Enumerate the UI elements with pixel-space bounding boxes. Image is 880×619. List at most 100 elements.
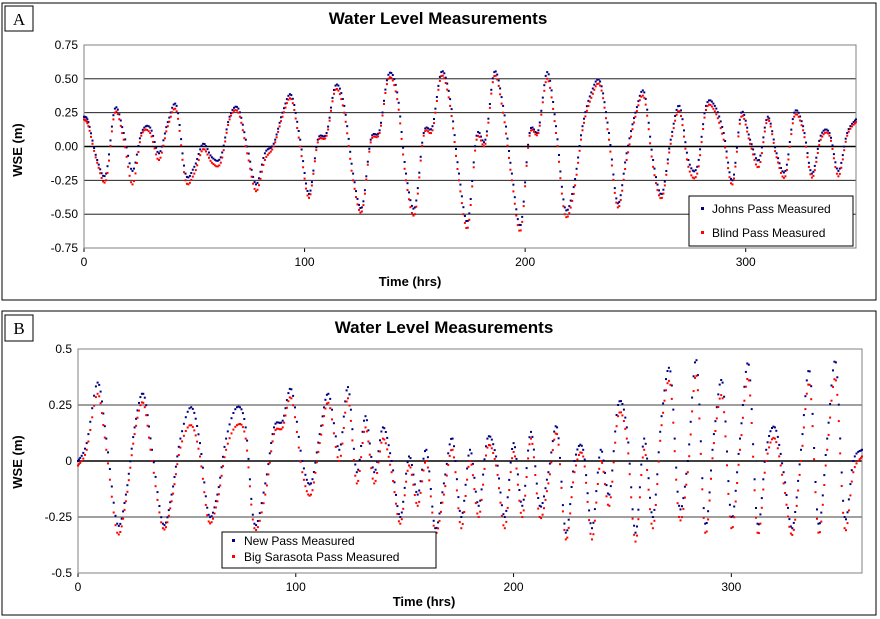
data-point bbox=[463, 221, 466, 224]
data-point bbox=[749, 394, 752, 397]
data-point bbox=[553, 120, 556, 123]
data-point bbox=[219, 484, 222, 487]
data-point bbox=[616, 202, 619, 205]
data-point bbox=[588, 95, 591, 98]
data-point bbox=[422, 469, 425, 472]
data-point bbox=[678, 104, 681, 107]
data-point bbox=[721, 381, 724, 384]
data-point bbox=[327, 392, 330, 395]
data-point bbox=[681, 505, 683, 508]
data-point bbox=[829, 416, 832, 419]
data-point bbox=[225, 437, 228, 440]
data-point bbox=[77, 464, 79, 467]
data-point bbox=[558, 160, 560, 163]
data-point bbox=[594, 85, 597, 88]
data-point bbox=[288, 387, 291, 390]
data-point bbox=[185, 175, 188, 178]
data-point bbox=[328, 116, 331, 119]
data-point bbox=[405, 480, 408, 483]
data-point bbox=[172, 492, 175, 495]
data-point bbox=[852, 123, 855, 126]
data-point bbox=[159, 156, 162, 159]
data-point bbox=[313, 160, 316, 163]
data-point bbox=[528, 436, 531, 439]
data-point bbox=[272, 142, 275, 145]
data-point bbox=[399, 522, 402, 525]
data-point bbox=[435, 526, 438, 529]
data-point bbox=[149, 437, 152, 440]
data-point bbox=[183, 164, 185, 167]
data-point bbox=[222, 455, 224, 458]
data-point bbox=[802, 129, 805, 132]
data-point bbox=[421, 480, 424, 483]
data-point bbox=[493, 75, 496, 78]
data-point bbox=[410, 212, 413, 214]
data-point bbox=[741, 416, 744, 419]
data-point bbox=[665, 378, 667, 381]
data-point bbox=[250, 175, 253, 178]
data-point bbox=[759, 522, 762, 525]
data-point bbox=[627, 452, 630, 455]
data-point bbox=[755, 516, 757, 519]
data-point bbox=[443, 77, 446, 80]
data-point bbox=[141, 131, 144, 134]
data-point bbox=[445, 474, 448, 477]
data-point bbox=[357, 468, 360, 471]
data-point bbox=[643, 96, 646, 99]
data-point bbox=[665, 173, 668, 176]
data-point bbox=[353, 187, 356, 190]
data-point bbox=[537, 132, 540, 134]
data-point bbox=[174, 465, 177, 468]
data-point bbox=[805, 141, 807, 144]
data-point bbox=[837, 420, 840, 423]
panel-b-label-box bbox=[4, 314, 34, 342]
data-point bbox=[480, 135, 482, 138]
data-point bbox=[437, 88, 440, 91]
data-point bbox=[572, 481, 575, 484]
data-point bbox=[714, 430, 717, 432]
data-point bbox=[464, 483, 467, 486]
data-point bbox=[381, 426, 384, 429]
data-point bbox=[429, 488, 432, 490]
data-point bbox=[234, 109, 237, 112]
data-point bbox=[149, 448, 152, 451]
data-point bbox=[107, 451, 109, 454]
data-point bbox=[691, 169, 694, 172]
data-point bbox=[287, 98, 290, 101]
data-point bbox=[243, 131, 246, 134]
data-point bbox=[498, 487, 500, 490]
data-point bbox=[385, 83, 388, 86]
data-point bbox=[181, 158, 184, 161]
data-point bbox=[471, 180, 474, 182]
data-point bbox=[777, 157, 780, 160]
data-point bbox=[180, 138, 183, 141]
data-point bbox=[120, 517, 123, 520]
data-point bbox=[428, 479, 431, 482]
data-point bbox=[206, 148, 209, 151]
data-point bbox=[502, 104, 505, 107]
data-point bbox=[208, 156, 210, 159]
data-point bbox=[390, 76, 393, 79]
data-point bbox=[702, 516, 705, 519]
data-point bbox=[305, 478, 308, 481]
data-point bbox=[424, 450, 426, 453]
data-point bbox=[807, 370, 810, 373]
data-point bbox=[577, 161, 580, 164]
panel-b-legend-bigsarasota: Big Sarasota Pass Measured bbox=[244, 550, 399, 564]
panel-a-legend-blind: Blind Pass Measured bbox=[712, 226, 825, 240]
data-point bbox=[580, 134, 582, 137]
data-point bbox=[358, 203, 360, 206]
data-point bbox=[685, 158, 688, 161]
data-point bbox=[708, 491, 711, 494]
data-point bbox=[478, 132, 481, 135]
data-point bbox=[753, 478, 756, 481]
data-point bbox=[743, 385, 746, 388]
data-point bbox=[341, 98, 344, 100]
data-point bbox=[578, 145, 581, 147]
data-point bbox=[373, 471, 376, 474]
data-point bbox=[299, 460, 302, 463]
data-point bbox=[360, 456, 363, 459]
data-point bbox=[344, 120, 347, 123]
data-point bbox=[769, 441, 772, 444]
data-point bbox=[749, 138, 752, 141]
